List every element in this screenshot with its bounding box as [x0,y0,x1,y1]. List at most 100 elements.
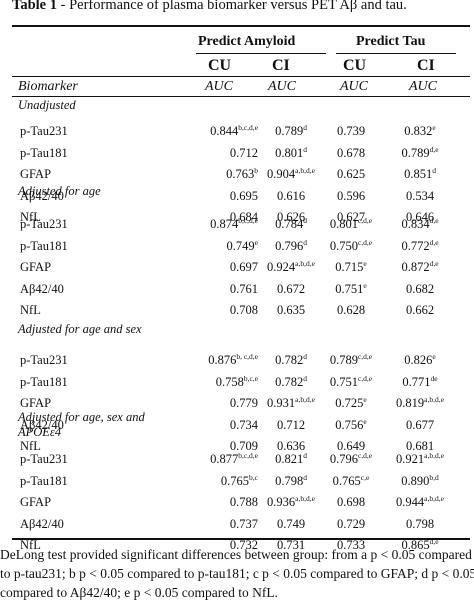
significance-superscript: d,e [429,259,439,268]
auc-cell: 0.708 [196,303,258,318]
auc-value: 0.729 [336,516,366,531]
auc-value: 0.695 [229,188,258,203]
auc-cell: 0.832e [390,124,450,139]
significance-superscript: b [254,166,258,175]
auc-cell: 0.798 [390,517,450,532]
auc-value: 0.789 [401,145,430,160]
auc-cell: 0.765b,c [196,473,258,489]
significance-superscript: a,b,d,e [295,494,315,503]
significance-superscript: c,d,e [357,373,373,383]
row-label: p-Tau181 [20,238,68,253]
auc-value: 0.890 [401,473,430,488]
group-underline-tau [336,53,456,54]
significance-superscript: e [363,395,367,404]
significance-superscript: a,b,d,e [295,166,315,175]
auc-value: 0.796 [329,452,358,466]
significance-superscript: a,b,d,e [424,395,444,404]
auc-value: 0.771 [402,374,431,389]
significance-superscript: a,b,d,e [424,451,444,460]
auc-cell: 0.798d [258,473,324,489]
auc-cell: 0.636 [258,439,324,454]
auc-cell: 0.921a,b,d,e [390,452,450,467]
auc-cell: 0.789d [258,124,324,139]
auc-value: 0.865 [401,538,430,552]
significance-superscript: b,c,e [243,373,258,383]
auc-value: 0.851 [404,167,433,181]
auc-value: 0.646 [405,210,435,224]
auc-cell: 0.695 [196,189,258,204]
auc-cell: 0.751c,d,e [320,373,382,390]
significance-superscript: b, c,d,e [236,352,258,361]
significance-superscript: d [303,373,307,383]
auc-cell: 0.732 [196,538,258,553]
significance-superscript: d [303,216,307,225]
auc-cell: 0.826e [390,353,450,368]
auc-cell: 0.678 [320,146,382,161]
auc-value: 0.626 [276,210,306,224]
auc-cell: 0.750c,d,e [320,238,382,254]
auc-cell: 0.821d [258,452,324,467]
auc-value: 0.625 [336,167,366,181]
auc-value: 0.750 [329,238,358,253]
significance-superscript: d [303,144,307,154]
auc-cell: 0.890b,d [390,473,450,489]
row-label: p-Tau181 [20,145,68,160]
auc-cell: 0.749 [258,517,324,532]
row-label: GFAP [20,260,52,274]
auc-value: 0.681 [405,439,435,453]
auc-value: 0.662 [405,303,435,317]
auc-cell: 0.796c,d,e [320,452,382,467]
auc-cell: 0.731 [258,538,324,553]
header-cu-amyloid: CU [208,57,232,74]
auc-value: 0.751 [329,374,358,389]
auc-value: 0.708 [229,303,258,317]
auc-cell: 0.763b [196,167,258,182]
footnote-line-3: compared to Aβ42/40; e p < 0.05 compared… [0,585,279,600]
auc-value: 0.737 [229,516,258,531]
auc-value: 0.628 [336,303,366,317]
significance-superscript: d,e [429,216,439,225]
auc-value: 0.627 [336,210,366,224]
auc-cell: 0.698 [320,495,382,510]
significance-superscript: d [303,451,307,460]
header-ci-tau: CI [417,57,435,74]
significance-superscript: c,d,e [357,216,373,225]
auc-value: 0.761 [229,281,258,296]
auc-cell: 0.662 [390,303,450,318]
row-label: GFAP [20,495,52,509]
section-title: Unadjusted [18,98,76,112]
section-title: Adjusted for age, sex and [18,410,145,424]
header-auc-4: AUC [409,79,437,94]
header-cu-tau: CU [343,57,367,74]
auc-cell: 0.796d [258,238,324,254]
auc-cell: 0.739 [320,124,382,139]
auc-value: 0.924 [267,260,296,274]
row-label: NfL [20,303,41,317]
header-predict-tau: Predict Tau [356,34,426,49]
auc-cell: 0.616 [258,189,324,204]
auc-cell: 0.635 [258,303,324,318]
auc-value: 0.749 [276,516,306,531]
row-label: p-Tau181 [20,374,68,389]
auc-cell: 0.779 [196,396,258,411]
auc-cell: 0.784d [258,217,324,232]
auc-value: 0.788 [229,495,258,509]
auc-cell: 0.672 [258,282,324,297]
group-underline-amyloid [196,53,326,54]
significance-superscript: d [432,166,436,175]
significance-superscript: de [430,373,438,383]
row-label: NfL [20,439,41,453]
auc-value: 0.801 [329,217,358,231]
auc-value: 0.821 [275,452,304,466]
auc-value: 0.749 [226,238,255,253]
auc-value: 0.739 [336,124,366,138]
row-label: p-Tau231 [20,452,68,466]
auc-cell: 0.626 [258,210,324,225]
auc-value: 0.872 [401,260,430,274]
section-title-line-2: APOEε4 [18,425,62,439]
auc-value: 0.844 [210,124,239,138]
auc-cell: 0.872d,e [390,260,450,275]
row-label: GFAP [20,167,52,181]
auc-cell: 0.936a,b,d,e [258,495,324,510]
auc-cell: 0.677 [390,418,450,433]
